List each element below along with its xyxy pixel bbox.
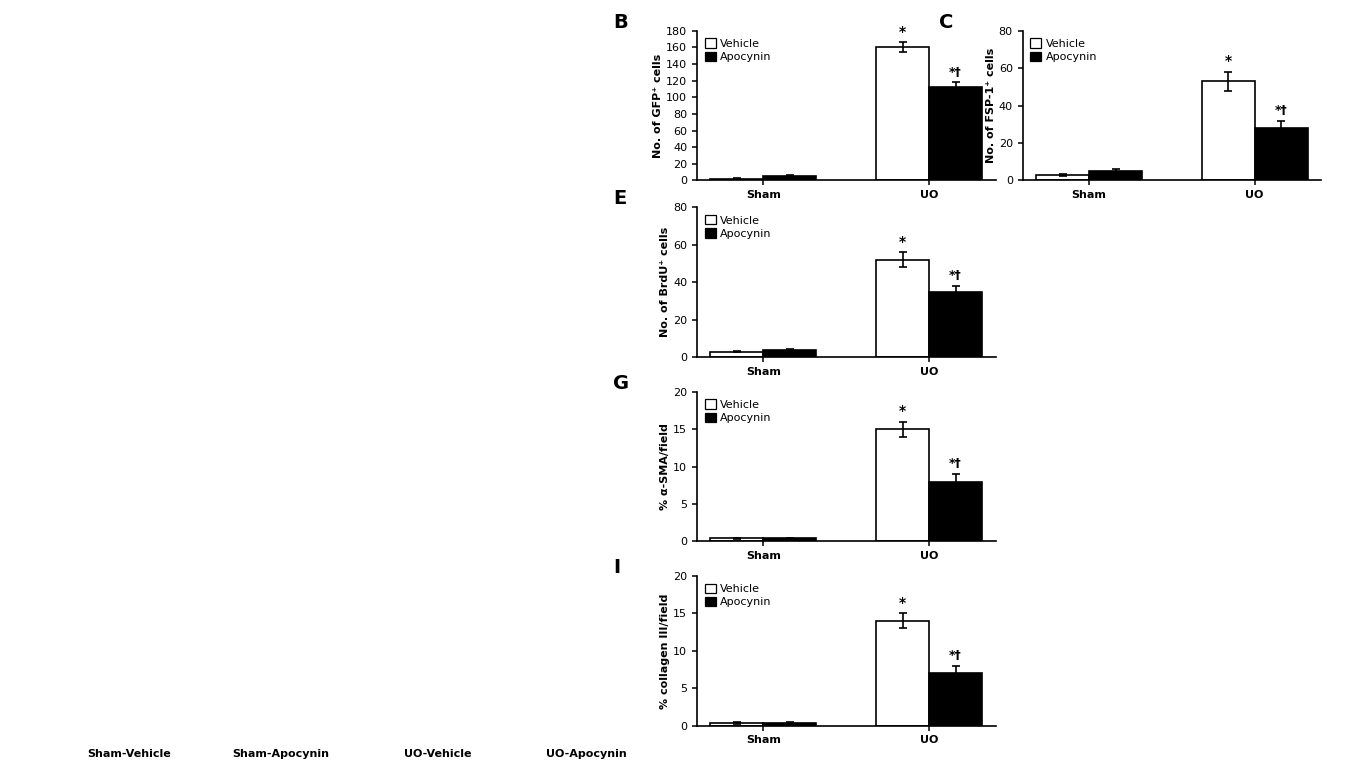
Text: *†: *† <box>949 457 962 470</box>
Bar <box>876 48 929 180</box>
Legend: Vehicle, Apocynin: Vehicle, Apocynin <box>1029 36 1100 65</box>
Bar <box>1089 171 1142 180</box>
Bar <box>929 88 981 180</box>
Bar <box>763 723 817 726</box>
Bar <box>1037 175 1089 180</box>
Text: GFP/FSP-1/DAPI: GFP/FSP-1/DAPI <box>16 79 24 159</box>
Text: *: * <box>899 234 906 249</box>
Text: *†: *† <box>949 270 962 283</box>
Bar <box>710 723 763 726</box>
Bar <box>710 179 763 180</box>
Text: G: G <box>613 374 630 392</box>
Text: Sham-Apocynin: Sham-Apocynin <box>232 749 329 759</box>
Text: UO-Vehicle: UO-Vehicle <box>404 749 472 759</box>
Text: Sham-Vehicle: Sham-Vehicle <box>88 749 171 759</box>
Text: Collagen III/DAPI: Collagen III/DAPI <box>16 607 24 691</box>
Text: A: A <box>11 27 24 45</box>
Bar <box>929 292 981 357</box>
Text: H: H <box>11 568 26 586</box>
Bar <box>876 429 929 541</box>
Bar <box>876 621 929 726</box>
Legend: Vehicle, Apocynin: Vehicle, Apocynin <box>702 397 774 425</box>
Text: *†: *† <box>949 65 962 78</box>
Bar <box>763 177 817 180</box>
Legend: Vehicle, Apocynin: Vehicle, Apocynin <box>702 36 774 65</box>
Legend: Vehicle, Apocynin: Vehicle, Apocynin <box>702 213 774 241</box>
Text: *†: *† <box>949 649 962 662</box>
Text: *†: *† <box>1275 104 1287 117</box>
Bar <box>1201 81 1255 180</box>
Text: C: C <box>940 13 953 31</box>
Y-axis label: % α-SMA/field: % α-SMA/field <box>661 423 670 510</box>
Legend: Vehicle, Apocynin: Vehicle, Apocynin <box>702 581 774 610</box>
Text: *: * <box>899 596 906 610</box>
Y-axis label: % collagen III/field: % collagen III/field <box>661 593 670 709</box>
Bar <box>929 674 981 726</box>
Text: GFP/BrdU/DAPI: GFP/BrdU/DAPI <box>16 257 24 334</box>
Bar <box>763 349 817 357</box>
Bar <box>929 482 981 541</box>
Bar <box>1255 128 1308 180</box>
Text: B: B <box>613 13 628 31</box>
Text: α-SMA/DAPI: α-SMA/DAPI <box>16 442 24 502</box>
Text: *: * <box>899 404 906 418</box>
Bar <box>710 352 763 357</box>
Bar <box>763 538 817 541</box>
Text: I: I <box>613 558 620 577</box>
Bar <box>710 538 763 541</box>
Text: D: D <box>11 207 26 225</box>
Text: E: E <box>613 190 627 208</box>
Text: F: F <box>11 388 23 406</box>
Y-axis label: No. of FSP-1⁺ cells: No. of FSP-1⁺ cells <box>985 48 996 164</box>
Y-axis label: No. of BrdU⁺ cells: No. of BrdU⁺ cells <box>661 227 670 337</box>
Y-axis label: No. of GFP⁺ cells: No. of GFP⁺ cells <box>654 54 663 157</box>
Text: UO-Apocynin: UO-Apocynin <box>546 749 627 759</box>
Text: *: * <box>899 25 906 38</box>
Text: *: * <box>1224 55 1232 68</box>
Bar <box>876 260 929 357</box>
